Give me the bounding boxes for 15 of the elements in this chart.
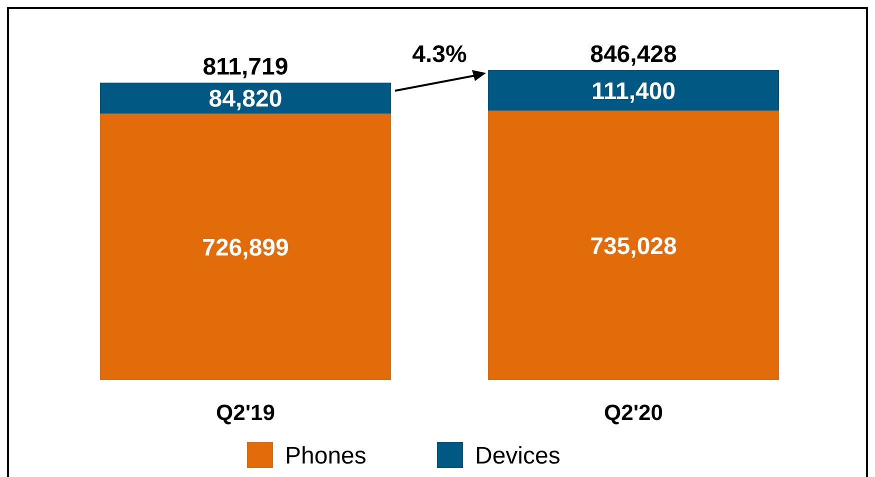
legend-label: Devices bbox=[475, 442, 560, 470]
data-label: 726,899 bbox=[202, 234, 289, 262]
data-label: 111,400 bbox=[591, 78, 676, 105]
bar bbox=[100, 82, 391, 114]
total-label: 811,719 bbox=[202, 54, 288, 81]
x-tick-label: Q2'19 bbox=[216, 400, 276, 425]
text: 4.3% bbox=[412, 41, 467, 68]
data-label: 735,028 bbox=[590, 232, 677, 260]
bar bbox=[488, 70, 779, 111]
data-label: 84,820 bbox=[208, 86, 282, 113]
bar bbox=[100, 114, 391, 380]
legend-label: Phones bbox=[285, 442, 366, 470]
bar bbox=[488, 110, 779, 380]
x-tick-label: Q2'20 bbox=[604, 400, 664, 425]
total-label: 846,428 bbox=[590, 41, 677, 68]
